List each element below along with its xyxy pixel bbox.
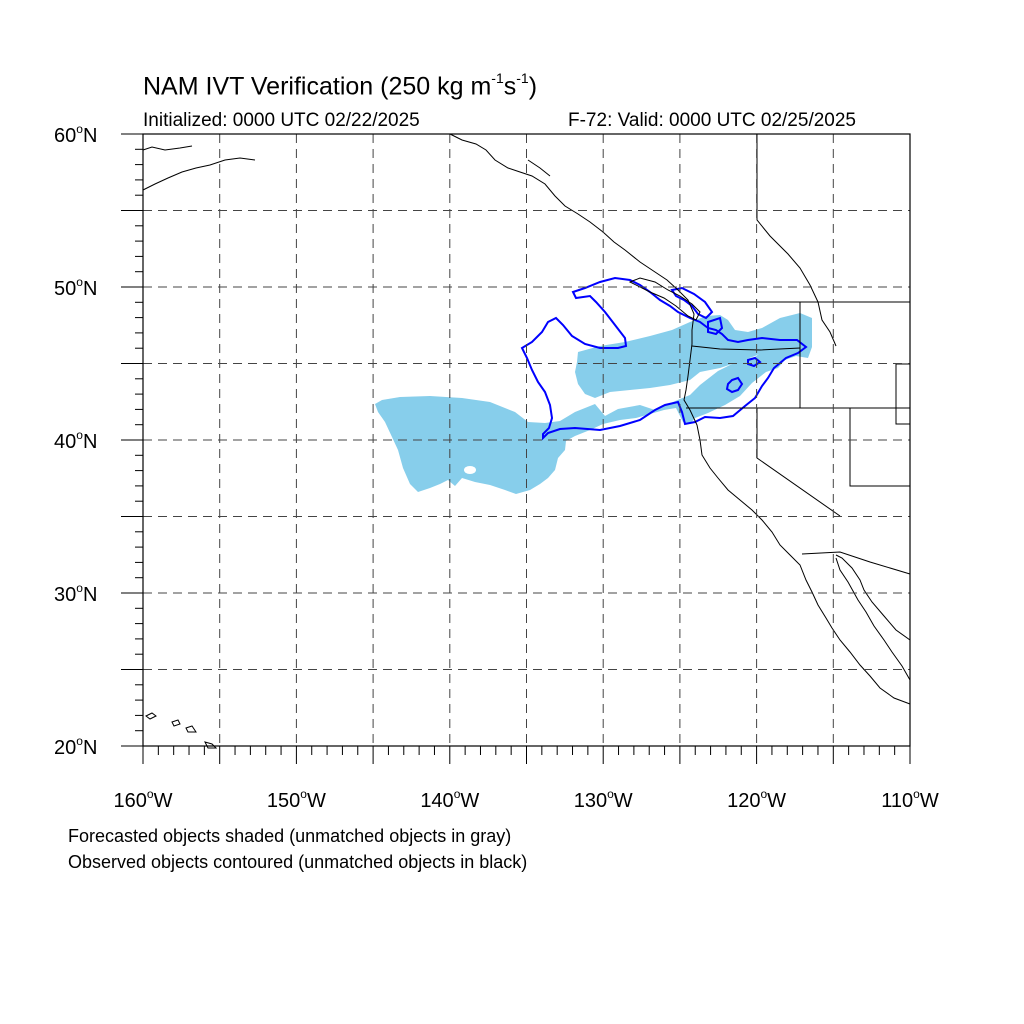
observed-object-sound bbox=[670, 286, 714, 320]
coastlines bbox=[142, 133, 911, 749]
title-sup2: -1 bbox=[516, 70, 529, 86]
title-prefix: NAM IVT Verification (250 kg m bbox=[143, 72, 492, 101]
title-sup1: -1 bbox=[491, 70, 504, 86]
lon-label: 150oW bbox=[267, 787, 326, 812]
lon-label: 120oW bbox=[727, 787, 786, 812]
lon-label: 140oW bbox=[420, 787, 479, 812]
note-forecast: Forecasted objects shaded (unmatched obj… bbox=[68, 826, 512, 846]
valid-label: F-72: Valid: 0000 UTC 02/25/2025 bbox=[568, 110, 856, 131]
lat-label: 50oN bbox=[54, 275, 97, 300]
axis-ticks bbox=[121, 133, 911, 764]
lat-label: 30oN bbox=[54, 581, 97, 606]
observed-object-interior bbox=[707, 316, 724, 336]
title-mid: s bbox=[503, 72, 517, 101]
observed-object-oregon bbox=[725, 376, 744, 394]
coastline-vancouver bbox=[628, 277, 701, 321]
page-title: NAM IVT Verification (250 kg m-1s-1) bbox=[143, 70, 538, 101]
title-suffix: ) bbox=[528, 72, 538, 101]
lat-label: 40oN bbox=[54, 428, 97, 453]
coastline-north-america bbox=[449, 133, 911, 705]
graticule bbox=[143, 134, 910, 746]
lon-label: 110oW bbox=[881, 787, 939, 812]
lat-label: 60oN bbox=[54, 122, 97, 147]
border-us-mexico bbox=[801, 551, 911, 575]
border-ak-yukon bbox=[527, 159, 551, 177]
lon-label: 160oW bbox=[114, 787, 173, 812]
initialized-label: Initialized: 0000 UTC 02/22/2025 bbox=[143, 110, 420, 131]
lon-label: 130oW bbox=[574, 787, 633, 812]
coastline-baja-gulf bbox=[835, 554, 911, 681]
border-mt-wy bbox=[895, 363, 910, 425]
border-ca-nv bbox=[756, 408, 841, 517]
border-nv-ut bbox=[849, 408, 910, 487]
coastline-alaska bbox=[142, 145, 256, 191]
border-id-mt bbox=[817, 301, 837, 347]
note-observed: Observed objects contoured (unmatched ob… bbox=[68, 852, 528, 872]
border-bc-alberta bbox=[756, 134, 819, 303]
forecast-object-north bbox=[575, 313, 812, 398]
forecast-object-main bbox=[375, 318, 812, 494]
forecast-hole bbox=[464, 466, 476, 474]
observed-object-main bbox=[520, 276, 808, 441]
axis-labels: 20oN 30oN 40oN 50oN 60oN 160oW 150oW 140oW 130oW… bbox=[54, 122, 939, 812]
islands-hawaii bbox=[145, 712, 218, 749]
forecast-objects bbox=[375, 313, 812, 494]
border-wa-or bbox=[691, 345, 801, 351]
lat-label: 20oN bbox=[54, 734, 97, 759]
